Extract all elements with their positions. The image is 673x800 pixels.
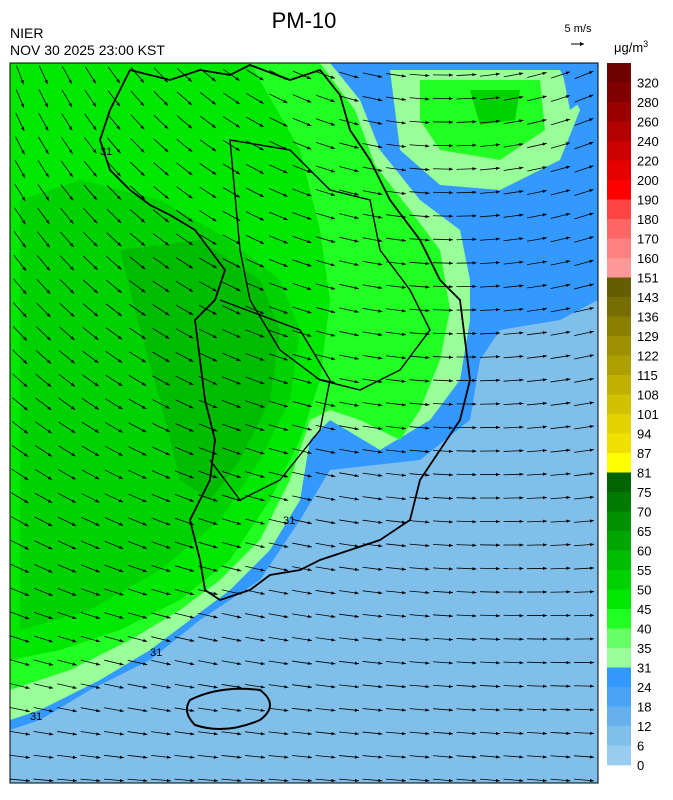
colorbar-band [607, 551, 631, 571]
colorbar-label: 31 [637, 661, 651, 676]
colorbar-label: 45 [637, 602, 651, 617]
colorbar-band [607, 687, 631, 707]
colorbar-label: 220 [637, 154, 659, 169]
contour-label: 31 [100, 146, 112, 158]
colorbar-label: 24 [637, 680, 651, 695]
colorbar-band [607, 414, 631, 434]
colorbar-band [607, 648, 631, 668]
colorbar-label: 190 [637, 193, 659, 208]
colorbar-band [607, 63, 631, 83]
colorbar-band [607, 297, 631, 317]
colorbar-band [607, 668, 631, 688]
colorbar-band [607, 375, 631, 395]
colorbar-label: 70 [637, 505, 651, 520]
colorbar-label: 50 [637, 583, 651, 598]
colorbar-label: 87 [637, 446, 651, 461]
colorbar-label: 115 [637, 368, 658, 383]
colorbar-band [607, 200, 631, 220]
colorbar-label: 170 [637, 232, 659, 247]
colorbar-band [607, 141, 631, 161]
colorbar-label: 12 [637, 719, 651, 734]
contour-label: 31 [283, 515, 295, 527]
unit: μg/m3 [614, 39, 648, 55]
colorbar-band [607, 492, 631, 512]
colorbar-label: 129 [637, 329, 659, 344]
colorbar-label: 151 [637, 271, 659, 286]
contour-label: 31 [30, 711, 42, 723]
colorbar-label: 6 [637, 739, 644, 754]
colorbar-label: 320 [637, 76, 659, 91]
colorbar-label: 260 [637, 115, 659, 130]
colorbar-label: 35 [637, 641, 651, 656]
colorbar-label: 55 [637, 563, 651, 578]
colorbar-band [607, 746, 631, 766]
unit-text: μg/m [614, 40, 643, 55]
colorbar-band [607, 707, 631, 727]
colorbar-label: 75 [637, 485, 651, 500]
title: PM-10 [272, 8, 337, 33]
colorbar-label: 122 [637, 349, 659, 364]
colorbar-band [607, 239, 631, 259]
colorbar-band [607, 278, 631, 298]
colorbar-band [607, 726, 631, 746]
colorbar-label: 200 [637, 173, 659, 188]
colorbar-label: 18 [637, 700, 651, 715]
colorbar-band [607, 629, 631, 649]
colorbar-band [607, 531, 631, 551]
colorbar-band [607, 395, 631, 415]
org: NIER [10, 25, 43, 41]
wind-scale-head [580, 42, 584, 46]
colorbar-band [607, 512, 631, 532]
colorbar-band [607, 83, 631, 103]
colorbar-label: 280 [637, 95, 659, 110]
wind-scale: 5 m/s [565, 23, 592, 35]
colorbar-band [607, 336, 631, 356]
datetime: NOV 30 2025 23:00 KST [10, 42, 165, 58]
colorbar-label: 108 [637, 388, 659, 403]
colorbar-label: 160 [637, 251, 659, 266]
colorbar-label: 143 [637, 290, 659, 305]
colorbar-label: 136 [637, 310, 659, 325]
contour-label: 31 [150, 647, 162, 659]
colorbar-band [607, 317, 631, 337]
colorbar-band [607, 122, 631, 142]
colorbar-band [607, 219, 631, 239]
colorbar-band [607, 473, 631, 493]
colorbar-band [607, 609, 631, 629]
colorbar-band [607, 453, 631, 473]
colorbar-label: 101 [637, 407, 659, 422]
colorbar-band [607, 570, 631, 590]
unit-sup: 3 [643, 39, 648, 49]
colorbar-label: 94 [637, 427, 651, 442]
colorbar-label: 0 [637, 758, 644, 773]
map: 31 31 31 31 [10, 60, 598, 783]
colorbar-label: 240 [637, 134, 659, 149]
colorbar-band [607, 258, 631, 278]
colorbar-band [607, 434, 631, 454]
colorbar-label: 65 [637, 524, 651, 539]
colorbar-band [607, 590, 631, 610]
colorbar-band [607, 356, 631, 376]
colorbar-label: 60 [637, 544, 651, 559]
colorbar-label: 180 [637, 212, 659, 227]
colorbar-band [607, 102, 631, 122]
colorbar-label: 40 [637, 622, 651, 637]
colorbar: 3202802602402202001901801701601511431361… [607, 63, 659, 773]
colorbar-label: 81 [637, 466, 651, 481]
colorbar-band [607, 161, 631, 181]
colorbar-band [607, 180, 631, 200]
